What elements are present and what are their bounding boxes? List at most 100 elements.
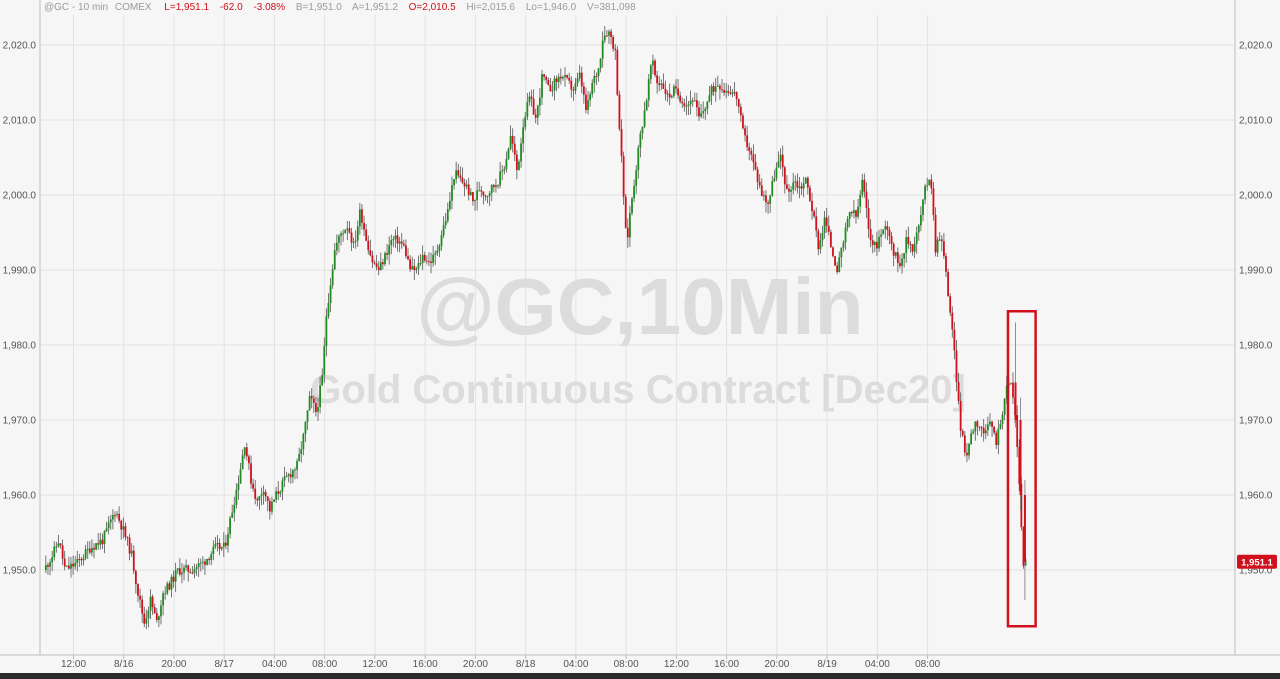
candle-body (888, 229, 891, 237)
candle-body (949, 296, 952, 313)
candle-body (116, 513, 118, 516)
candle-body (557, 76, 560, 83)
candle-body (325, 316, 328, 346)
candle-body (365, 229, 368, 241)
candle-body (185, 565, 188, 568)
candle-body (243, 447, 246, 456)
candle-body (1009, 382, 1012, 384)
candle-body (536, 105, 539, 118)
candle-body (358, 209, 361, 227)
candle-body (338, 235, 340, 243)
candle-body (388, 245, 391, 255)
x-tick-label: 08:00 (312, 659, 337, 670)
candle-body (262, 492, 265, 495)
candle-body (876, 241, 878, 249)
x-tick-label: 20:00 (764, 659, 789, 670)
last-price-tag: 1,951.1 (1237, 554, 1277, 569)
candle-body (281, 480, 284, 492)
candle-body (794, 181, 797, 183)
candle-body (549, 84, 552, 92)
candle-body (737, 99, 740, 107)
candle-body (340, 233, 342, 236)
candle-body (842, 242, 845, 248)
candle-body (348, 228, 351, 233)
candle-body (543, 74, 545, 77)
candle-body (306, 410, 309, 422)
candle-body (608, 31, 610, 36)
candle-body (698, 107, 700, 117)
y-tick-label-right: 1,960.0 (1239, 491, 1273, 502)
candle-body (394, 235, 397, 240)
candle-body (352, 241, 355, 243)
candle-body (371, 255, 374, 263)
x-tick-label: 12:00 (362, 659, 387, 670)
candle-body (176, 568, 179, 571)
candle-body (599, 58, 602, 69)
candle-body (562, 76, 564, 79)
candle-body (417, 263, 420, 269)
candle-body (710, 86, 713, 96)
candle-body (327, 303, 330, 317)
candle-body (222, 542, 225, 547)
candle-body (825, 217, 828, 226)
candle-body (750, 150, 753, 155)
header-ask: A=1,951.2 (352, 2, 398, 13)
candle-body (752, 154, 755, 163)
candle-body (250, 463, 252, 484)
candle-body (930, 179, 933, 189)
y-axis-right-labels: 1,950.0 1,960.0 1,970.0 1,980.0 1,990.0 2,000… (1239, 41, 1273, 577)
candle-body (164, 593, 167, 595)
candle-body (963, 435, 966, 453)
candle-body (819, 240, 822, 250)
candle-body (909, 244, 912, 246)
candle-body (896, 252, 899, 264)
candle-body (191, 572, 194, 574)
candle-body (907, 237, 910, 245)
candle-body (681, 101, 684, 104)
candle-body (666, 93, 669, 95)
candle-body (342, 233, 345, 235)
candle-body (384, 253, 386, 265)
candle-body (993, 426, 996, 433)
candle-body (911, 244, 914, 252)
candle-body (693, 100, 696, 102)
candle-body (966, 452, 968, 456)
candle-body (149, 596, 152, 611)
candle-body (283, 476, 286, 481)
candle-body (472, 192, 474, 202)
candle-body (302, 433, 305, 450)
candle-body (256, 498, 259, 501)
candle-body (304, 421, 307, 434)
candle-body (961, 430, 964, 436)
candle-body (821, 232, 824, 241)
candle-body (317, 407, 319, 412)
candle-body (547, 79, 550, 85)
candle-body (206, 558, 208, 565)
candle-body (434, 253, 437, 255)
candle-body (863, 179, 866, 192)
y-tick-label-left: 1,950.0 (3, 566, 37, 577)
candle-body (61, 545, 64, 559)
candle-body (917, 225, 920, 233)
candle-body (624, 196, 627, 228)
candle-body (467, 184, 470, 195)
candle-body (850, 212, 853, 214)
candle-body (329, 285, 332, 304)
candle-body (940, 239, 943, 242)
candle-body (834, 256, 836, 266)
candle-body (101, 539, 104, 545)
candle-body (936, 239, 939, 253)
last-price-tag-text: 1,951.1 (1241, 557, 1273, 568)
candle-body (582, 86, 585, 95)
candle-body (428, 261, 430, 263)
candle-body (229, 517, 231, 535)
candle-body (832, 247, 834, 257)
candle-body (258, 496, 261, 501)
candle-body (296, 460, 298, 470)
candlesticks (44, 26, 1027, 630)
candle-body (991, 421, 993, 427)
candle-body (63, 558, 66, 567)
candle-body (744, 128, 746, 136)
candle-body (515, 154, 518, 170)
candle-body (227, 534, 229, 546)
